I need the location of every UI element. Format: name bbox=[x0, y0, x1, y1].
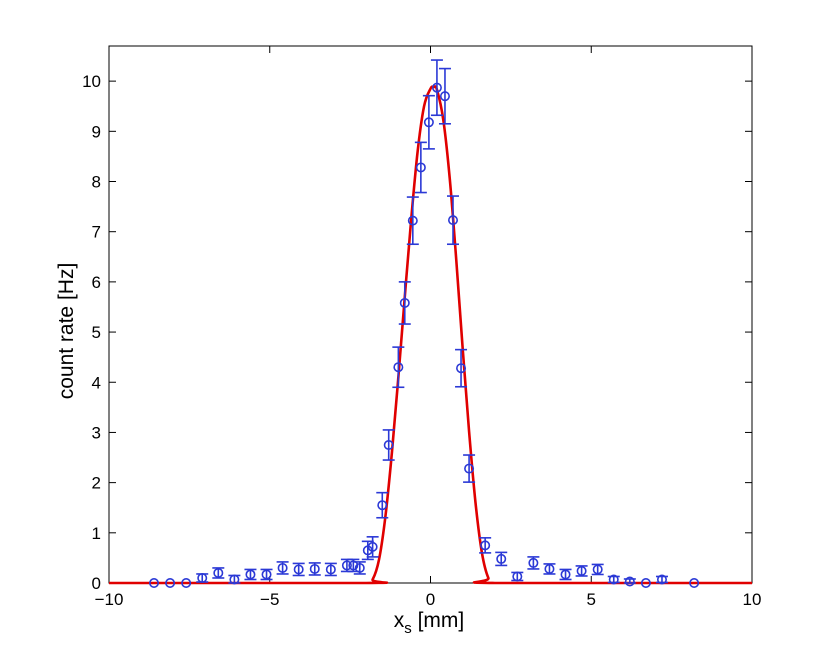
data-point bbox=[341, 560, 352, 571]
x-tick-label: 0 bbox=[426, 590, 435, 609]
data-point bbox=[640, 577, 651, 588]
data-point bbox=[213, 567, 224, 578]
y-tick-label: 0 bbox=[92, 574, 101, 593]
data-point bbox=[423, 117, 434, 128]
error-bar bbox=[591, 563, 604, 576]
error-bar bbox=[479, 537, 492, 554]
data-point bbox=[229, 574, 240, 585]
error-bar bbox=[575, 565, 588, 577]
error-bars bbox=[196, 59, 668, 584]
y-tick-label: 8 bbox=[92, 173, 101, 192]
data-point bbox=[377, 500, 388, 511]
error-bar bbox=[422, 94, 435, 150]
x-axis-label-main: x bbox=[394, 609, 405, 632]
x-tick-label: −5 bbox=[260, 590, 279, 609]
y-tick-label: 9 bbox=[92, 122, 101, 141]
error-bar bbox=[212, 567, 225, 579]
x-axis-label-subscript: s bbox=[404, 620, 412, 637]
data-point bbox=[576, 565, 587, 576]
data-point bbox=[165, 577, 176, 588]
y-tick-label: 3 bbox=[92, 423, 101, 442]
x-tick-label: 10 bbox=[743, 590, 762, 609]
error-bar bbox=[455, 348, 468, 388]
x-axis-label-unit: [mm] bbox=[412, 609, 465, 632]
y-tick-label: 10 bbox=[82, 72, 101, 91]
data-point bbox=[383, 439, 394, 450]
data-point bbox=[656, 574, 667, 585]
data-point bbox=[608, 574, 619, 585]
error-bar bbox=[438, 67, 451, 125]
error-bar bbox=[430, 59, 443, 117]
error-bar bbox=[244, 568, 257, 581]
data-point bbox=[354, 562, 365, 573]
data-point bbox=[480, 540, 491, 551]
data-point bbox=[277, 562, 288, 573]
data-point bbox=[181, 577, 192, 588]
error-bar bbox=[463, 454, 476, 483]
data-point bbox=[512, 571, 523, 582]
data-point bbox=[293, 564, 304, 575]
data-point bbox=[415, 162, 426, 173]
data-point bbox=[439, 91, 450, 102]
y-tick-label: 2 bbox=[92, 474, 101, 493]
data-markers bbox=[149, 82, 700, 588]
x-tick-label: −10 bbox=[95, 590, 124, 609]
y-tick-label: 4 bbox=[92, 373, 101, 392]
error-bar bbox=[392, 346, 405, 389]
data-point bbox=[325, 564, 336, 575]
error-bar bbox=[382, 429, 395, 461]
error-bar bbox=[543, 563, 556, 575]
y-tick-labels: 0 1 2 3 4 5 6 7 8 9 10 bbox=[82, 72, 101, 593]
data-point bbox=[431, 82, 442, 93]
data-point bbox=[261, 569, 272, 580]
error-bar bbox=[398, 281, 411, 325]
data-point bbox=[407, 215, 418, 226]
data-point bbox=[624, 576, 635, 587]
error-bar bbox=[559, 568, 572, 581]
error-bar bbox=[366, 536, 379, 558]
y-tick-label: 5 bbox=[92, 323, 101, 342]
error-bar bbox=[655, 575, 668, 584]
error-bar bbox=[406, 196, 419, 246]
error-bar bbox=[376, 491, 389, 519]
y-tick-label: 1 bbox=[92, 524, 101, 543]
data-point bbox=[560, 569, 571, 580]
data-point bbox=[689, 577, 700, 588]
data-point bbox=[245, 569, 256, 580]
y-tick-label: 6 bbox=[92, 273, 101, 292]
data-point bbox=[399, 297, 410, 308]
error-bar bbox=[260, 568, 273, 581]
error-bar bbox=[447, 195, 460, 246]
x-tick-labels: −10 −5 0 5 10 bbox=[95, 590, 762, 609]
data-point bbox=[367, 541, 378, 552]
data-point bbox=[348, 560, 359, 571]
data-point bbox=[456, 363, 467, 374]
plot-area bbox=[108, 45, 753, 584]
data-point bbox=[496, 553, 507, 564]
data-point bbox=[592, 564, 603, 575]
data-point bbox=[528, 557, 539, 568]
error-bar bbox=[607, 575, 620, 584]
data-point bbox=[544, 563, 555, 574]
data-point bbox=[448, 215, 459, 226]
data-point bbox=[464, 463, 475, 474]
error-bar bbox=[414, 141, 427, 194]
data-point bbox=[393, 362, 404, 373]
y-axis-label: count rate [Hz] bbox=[55, 263, 78, 400]
data-point bbox=[197, 572, 208, 583]
x-tick-label: 5 bbox=[587, 590, 596, 609]
x-axis-label: xs [mm] bbox=[394, 609, 465, 637]
data-point bbox=[149, 577, 160, 588]
y-tick-label: 7 bbox=[92, 223, 101, 242]
data-point bbox=[309, 563, 320, 574]
